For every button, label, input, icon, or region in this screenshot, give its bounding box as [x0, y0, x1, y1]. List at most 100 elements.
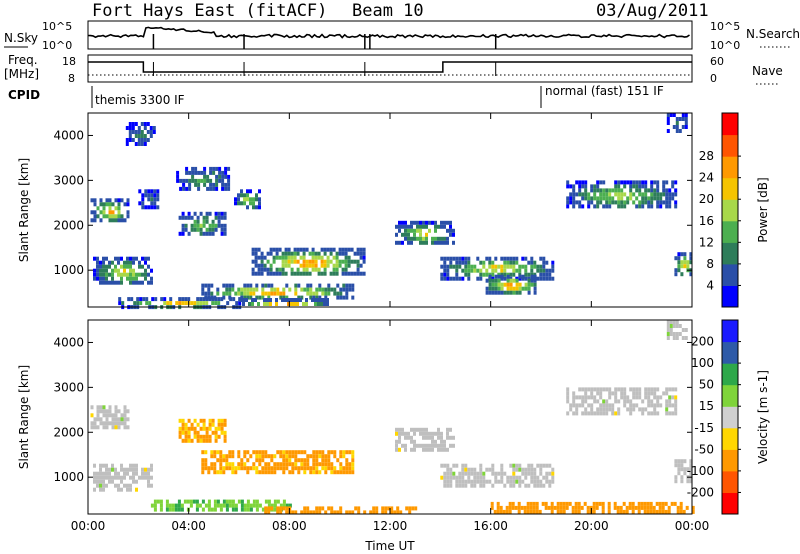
scatter-cell [182, 186, 186, 191]
scatter-cell [680, 479, 684, 484]
scatter-cell [461, 471, 465, 476]
scatter-cell [461, 276, 465, 281]
scatter-cell [496, 501, 500, 506]
scatter-cell [102, 280, 105, 285]
scatter-cell [512, 467, 516, 472]
scatter-cell [114, 413, 118, 418]
scatter-cell [261, 283, 265, 288]
scatter-cell [629, 188, 633, 193]
scatter-cell [296, 271, 300, 276]
scatter-cell [93, 214, 97, 219]
scatter-cell [396, 506, 400, 511]
scatter-cell [195, 507, 199, 512]
scatter-cell [485, 290, 489, 295]
scatter-cell [336, 470, 340, 475]
scatter-cell [634, 505, 638, 510]
scatter-cell [146, 122, 150, 126]
scatter-cell [683, 256, 687, 261]
scatter-cell [266, 302, 269, 306]
scatter-cell [390, 506, 394, 511]
scatter-cell [452, 228, 455, 233]
scatter-cell [339, 295, 343, 300]
scatter-cell [440, 240, 443, 245]
scatter-cell [467, 479, 471, 484]
scatter-cell [666, 320, 670, 324]
scatter-cell [617, 387, 621, 392]
scatter-cell [264, 499, 268, 504]
scatter-cell [620, 180, 624, 185]
scatter-cell [425, 431, 428, 436]
scatter-cell [126, 202, 130, 207]
scatter-cell [285, 510, 289, 515]
scatter-cell [556, 505, 560, 510]
scatter-cell [611, 188, 615, 193]
scatter-cell [153, 201, 157, 206]
colorbar-tick-label: -15 [694, 421, 714, 435]
scatter-cell [273, 466, 277, 471]
scatter-cell [515, 282, 519, 287]
scatter-cell [309, 454, 313, 459]
scatter-cell [160, 297, 164, 302]
scatter-cell [637, 509, 641, 514]
scatter-cell [129, 483, 132, 488]
scatter-cell [108, 264, 111, 269]
scatter-cell [599, 387, 603, 392]
scatter-cell [419, 228, 422, 233]
scatter-cell [163, 301, 167, 306]
scatter-cell [330, 510, 334, 515]
scatter-cell [270, 466, 274, 471]
scatter-cell [263, 267, 267, 272]
scatter-cell [223, 211, 227, 216]
beam-label: Beam 10 [352, 1, 424, 21]
scatter-cell [188, 186, 192, 191]
scatter-cell [114, 421, 118, 426]
scatter-cell [488, 274, 492, 279]
scatter-cell [559, 501, 563, 506]
scatter-cell [269, 267, 273, 272]
scatter-cell [111, 421, 115, 426]
scatter-cell [193, 211, 197, 216]
scatter-cell [237, 462, 241, 467]
scatter-cell [206, 186, 210, 191]
scatter-cell [640, 501, 644, 506]
scatter-cell [93, 276, 96, 281]
scatter-cell [464, 463, 468, 468]
scatter-cell [202, 297, 206, 302]
scatter-cell [677, 467, 681, 472]
scatter-cell [641, 411, 645, 416]
colorbar-swatch [722, 406, 738, 429]
scatter-cell [518, 268, 522, 273]
power-plot-frame [87, 112, 693, 308]
scatter-cell [345, 291, 349, 296]
scatter-cell [662, 180, 666, 185]
scatter-cell [215, 186, 219, 191]
scatter-cell [123, 467, 126, 472]
scatter-cell [330, 470, 334, 475]
scatter-cell [284, 271, 288, 276]
scatter-cell [425, 236, 428, 241]
scatter-cell [449, 427, 452, 432]
scatter-cell [449, 260, 453, 265]
scatter-cell [515, 278, 519, 283]
scatter-cell [521, 479, 525, 484]
scatter-cell [431, 236, 434, 241]
scatter-cell [644, 184, 648, 189]
scatter-cell [213, 466, 217, 471]
scatter-cell [324, 466, 328, 471]
scatter-cell [637, 505, 641, 510]
scatter-cell [231, 507, 235, 512]
scatter-cell [187, 434, 191, 439]
scatter-region [178, 211, 227, 236]
scatter-cell [200, 170, 204, 175]
scatter-cell [294, 283, 298, 288]
scatter-cell [258, 450, 262, 455]
scatter-cell [479, 471, 483, 476]
scatter-cell [285, 506, 289, 511]
scatter-cell [324, 470, 328, 475]
scatter-cell [689, 459, 693, 464]
scatter-cell [327, 287, 331, 292]
scatter-cell [515, 268, 519, 273]
scatter-cell [329, 259, 333, 264]
scatter-cell [607, 505, 611, 510]
scatter-cell [261, 287, 265, 292]
